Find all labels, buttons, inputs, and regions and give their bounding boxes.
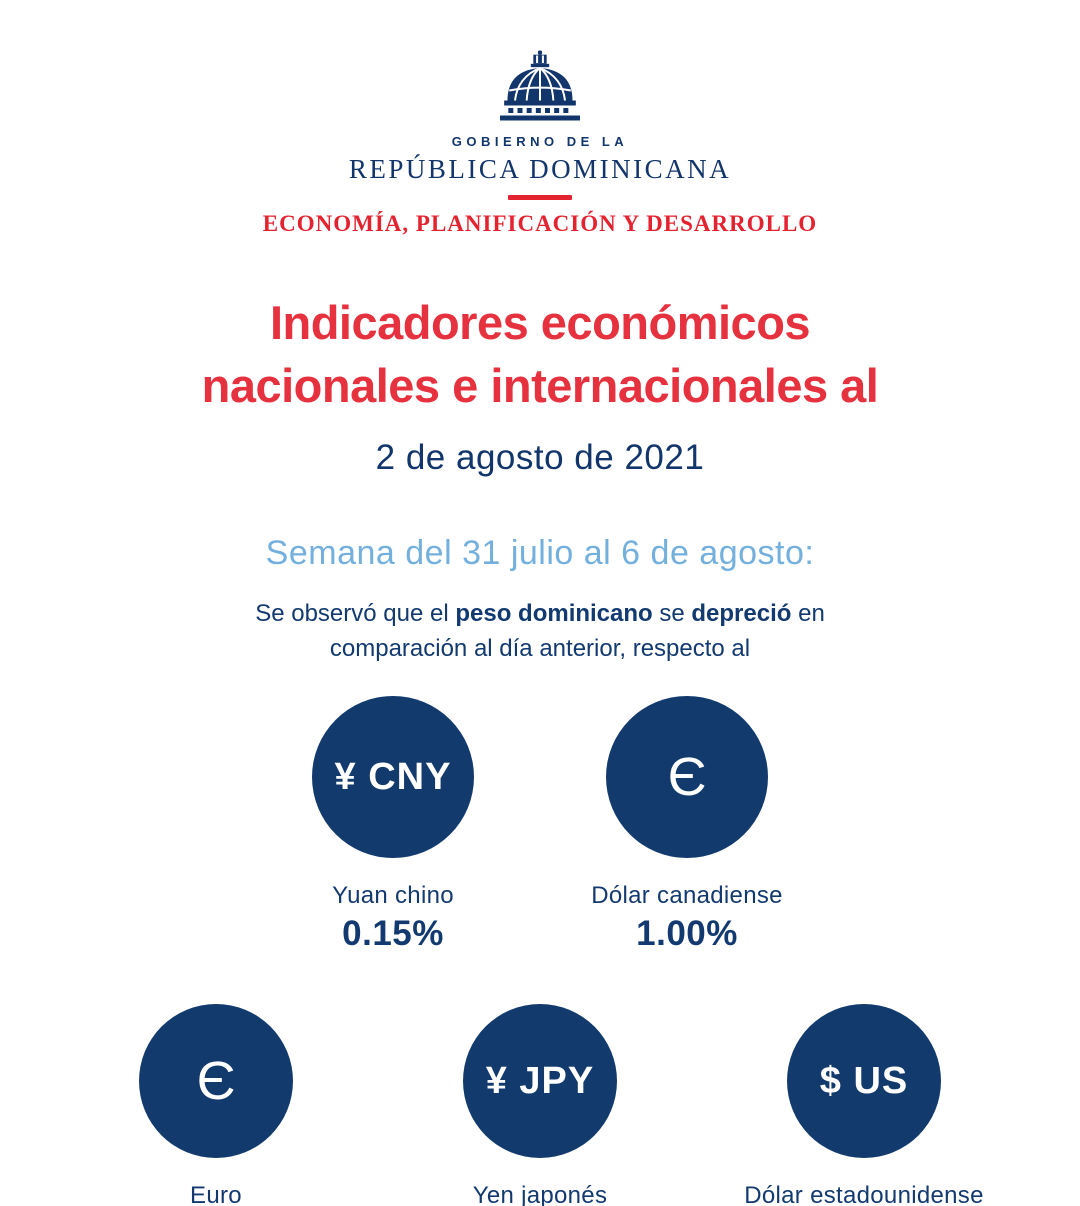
currency-value: 1.00%: [636, 914, 738, 954]
currency-us-dollar: $ US Dólar estadounidense 0.04%: [744, 1004, 984, 1206]
currency-name: Dólar estadounidense: [744, 1182, 984, 1206]
report-date: 2 de agosto de 2021: [375, 437, 705, 477]
currency-value: 0.15%: [342, 914, 444, 954]
us-dollar-coin-icon: $ US: [787, 1004, 941, 1159]
currency-name: Euro: [190, 1182, 242, 1206]
government-line: GOBIERNO DE LA: [451, 134, 629, 149]
page-title-line1: Indicadores económicos: [269, 296, 811, 349]
country-line: REPÚBLICA DOMINICANA: [348, 154, 732, 184]
intro-part3: en comparación al día anterior, respecto…: [329, 599, 825, 662]
week-heading: Semana del 31 julio al 6 de agosto:: [265, 533, 815, 572]
currency-row-1: ¥ CNY Yuan chino 0.15% Є Dólar canadiens…: [0, 696, 1080, 954]
yen-coin-icon: ¥ JPY: [463, 1004, 617, 1159]
canadian-dollar-symbol: Є: [667, 747, 707, 808]
intro-paragraph: Se observó que el peso dominicano se dep…: [210, 597, 870, 667]
euro-symbol: Є: [196, 1051, 236, 1112]
government-logo: GOBIERNO DE LA REPÚBLICA DOMINICANA ECON…: [0, 0, 1080, 237]
yen-symbol: ¥ JPY: [485, 1059, 595, 1102]
currency-name: Yen japonés: [472, 1182, 608, 1206]
intro-bold-deprecio: depreció: [691, 599, 792, 627]
intro-part1: Se observó que el: [255, 599, 456, 627]
currency-canadian-dollar: Є Dólar canadiense 1.00%: [568, 696, 806, 954]
yuan-symbol: ¥ CNY: [334, 755, 452, 798]
currency-row-2: Є Euro 0.19% ¥ JPY Yen japonés 0.27% $ U…: [0, 1004, 1080, 1206]
euro-coin-icon: Є: [139, 1004, 293, 1159]
canadian-dollar-coin-icon: Є: [606, 696, 768, 859]
currency-yen: ¥ JPY Yen japonés 0.27%: [421, 1004, 659, 1206]
capitol-dome-icon: [500, 50, 580, 121]
intro-bold-peso: peso dominicano: [455, 599, 653, 627]
page-title: Indicadores económicos nacionales e inte…: [0, 291, 1080, 418]
ministry-line: ECONOMÍA, PLANIFICACIÓN Y DESARROLLO: [262, 211, 818, 236]
us-dollar-symbol: $ US: [819, 1059, 909, 1102]
page-title-line2: nacionales e internacionales al: [201, 359, 879, 413]
red-divider: [508, 195, 572, 200]
yuan-coin-icon: ¥ CNY: [312, 696, 474, 859]
intro-part2: se: [652, 599, 692, 627]
currency-name: Yuan chino: [332, 882, 454, 910]
currency-euro: Є Euro 0.19%: [97, 1004, 335, 1206]
currency-name: Dólar canadiense: [591, 882, 783, 910]
currency-yuan: ¥ CNY Yuan chino 0.15%: [274, 696, 512, 954]
